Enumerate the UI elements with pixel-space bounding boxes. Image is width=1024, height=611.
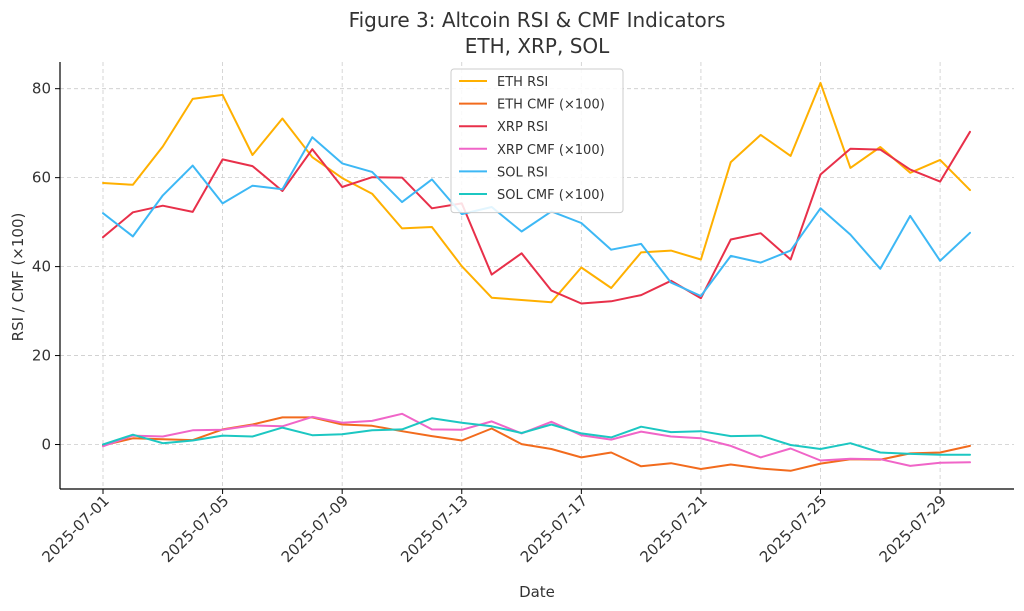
y-tick-label: 60 [32,169,51,187]
x-tick-label: 2025-07-25 [756,492,830,566]
series-line-sol-cmf-100 [102,417,971,456]
chart-title: Figure 3: Altcoin RSI & CMF Indicators [349,8,726,32]
x-tick-label: 2025-07-17 [517,492,591,566]
y-tick-label: 0 [41,436,51,454]
series-line-eth-rsi [102,81,971,304]
legend-label: ETH CMF (×100) [497,98,605,113]
legend: ETH RSI ETH CMF (×100) XRP RSI XRP CMF (×10… [450,68,624,214]
y-tick-label: 40 [32,258,51,276]
legend-label: SOL CMF (×100) [497,188,605,203]
x-tick-label: 2025-07-29 [876,492,950,566]
series-line-xrp-rsi [102,130,971,305]
legend-label: SOL RSI [497,165,548,180]
series-layer [102,81,971,472]
x-tick-label: 2025-07-13 [397,492,471,566]
x-tick-label: 2025-07-05 [158,492,232,566]
axes [55,62,1014,494]
x-axis-label: Date [519,583,555,601]
legend-label: XRP RSI [497,120,548,135]
x-tick-label: 2025-07-09 [278,492,352,566]
x-tick-label: 2025-07-01 [39,492,113,566]
series-line-xrp-cmf-100 [102,412,971,467]
y-tick-label: 80 [32,80,51,98]
chart-subtitle: ETH, XRP, SOL [465,34,610,58]
series-line-sol-rsi [102,136,971,297]
legend-label: ETH RSI [497,75,548,90]
x-tick-label: 2025-07-21 [636,492,710,566]
y-axis-label: RSI / CMF (×100) [9,213,27,342]
legend-box [450,68,624,214]
y-tick-label: 20 [32,347,51,365]
series-line-eth-cmf-100 [102,416,971,472]
legend-label: XRP CMF (×100) [497,143,605,158]
